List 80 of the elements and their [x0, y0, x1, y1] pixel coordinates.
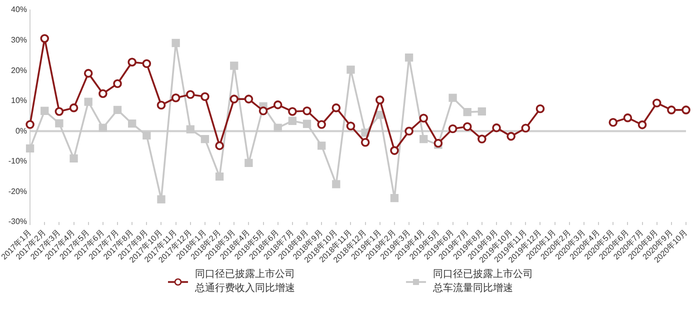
point [98, 89, 108, 98]
point [346, 66, 355, 74]
point [70, 154, 78, 162]
point [420, 134, 428, 144]
y-tick-label: -10% [8, 156, 28, 166]
point [54, 107, 64, 116]
point [536, 104, 545, 114]
point [142, 59, 152, 68]
point [98, 124, 108, 132]
point [375, 96, 384, 104]
point [492, 123, 501, 132]
y-tick-label: 40% [11, 5, 28, 14]
point [419, 114, 428, 123]
point [448, 124, 458, 134]
point [638, 120, 647, 130]
point [318, 142, 326, 150]
point [346, 122, 356, 130]
point [302, 106, 312, 116]
point [128, 120, 136, 128]
point [360, 138, 370, 147]
point [376, 110, 384, 119]
point [332, 180, 340, 188]
legend-label: 同口径已披露上市公司总车流量同比增速 [433, 268, 533, 296]
point [462, 122, 472, 132]
point [288, 107, 297, 116]
point [608, 118, 618, 127]
y-tick-label: -20% [8, 186, 28, 196]
point [448, 94, 457, 102]
point [142, 131, 151, 140]
point [157, 195, 166, 204]
point [623, 113, 632, 122]
point [478, 134, 486, 144]
y-tick-label: 20% [11, 66, 28, 75]
y-tick-label: 0% [15, 126, 28, 136]
point [273, 100, 282, 110]
point [84, 68, 93, 78]
point [200, 92, 210, 102]
point [506, 132, 516, 141]
point [186, 125, 194, 134]
point [215, 141, 224, 150]
y-tick-label: 30% [11, 35, 28, 44]
point [40, 106, 49, 115]
point [113, 106, 122, 114]
y-tick-label: 10% [11, 96, 28, 106]
point [463, 108, 472, 116]
point [128, 58, 136, 66]
point [156, 100, 166, 110]
point [302, 120, 312, 128]
point [404, 53, 414, 62]
point [40, 34, 50, 43]
point [230, 94, 239, 104]
point [244, 158, 253, 168]
point [390, 194, 399, 202]
point [404, 126, 414, 136]
point [69, 103, 78, 112]
point [317, 120, 326, 129]
point [332, 103, 341, 112]
point [682, 106, 690, 114]
point [521, 124, 530, 133]
point [288, 116, 297, 125]
point [171, 93, 180, 102]
point [274, 124, 282, 132]
point [55, 119, 64, 128]
point [478, 107, 486, 116]
point [26, 120, 34, 129]
point [26, 144, 34, 152]
point [186, 90, 195, 99]
point [215, 172, 224, 181]
point [244, 94, 254, 104]
point [258, 106, 268, 116]
point [200, 134, 210, 144]
point [172, 38, 180, 48]
y-tick-label: -30% [8, 217, 28, 226]
point [230, 62, 238, 70]
point [652, 98, 662, 108]
point [667, 106, 676, 114]
point [113, 79, 122, 88]
point [390, 146, 399, 155]
point [84, 98, 92, 106]
legend-label: 同口径已披露上市公司总通行费收入同比增速 [195, 268, 295, 296]
